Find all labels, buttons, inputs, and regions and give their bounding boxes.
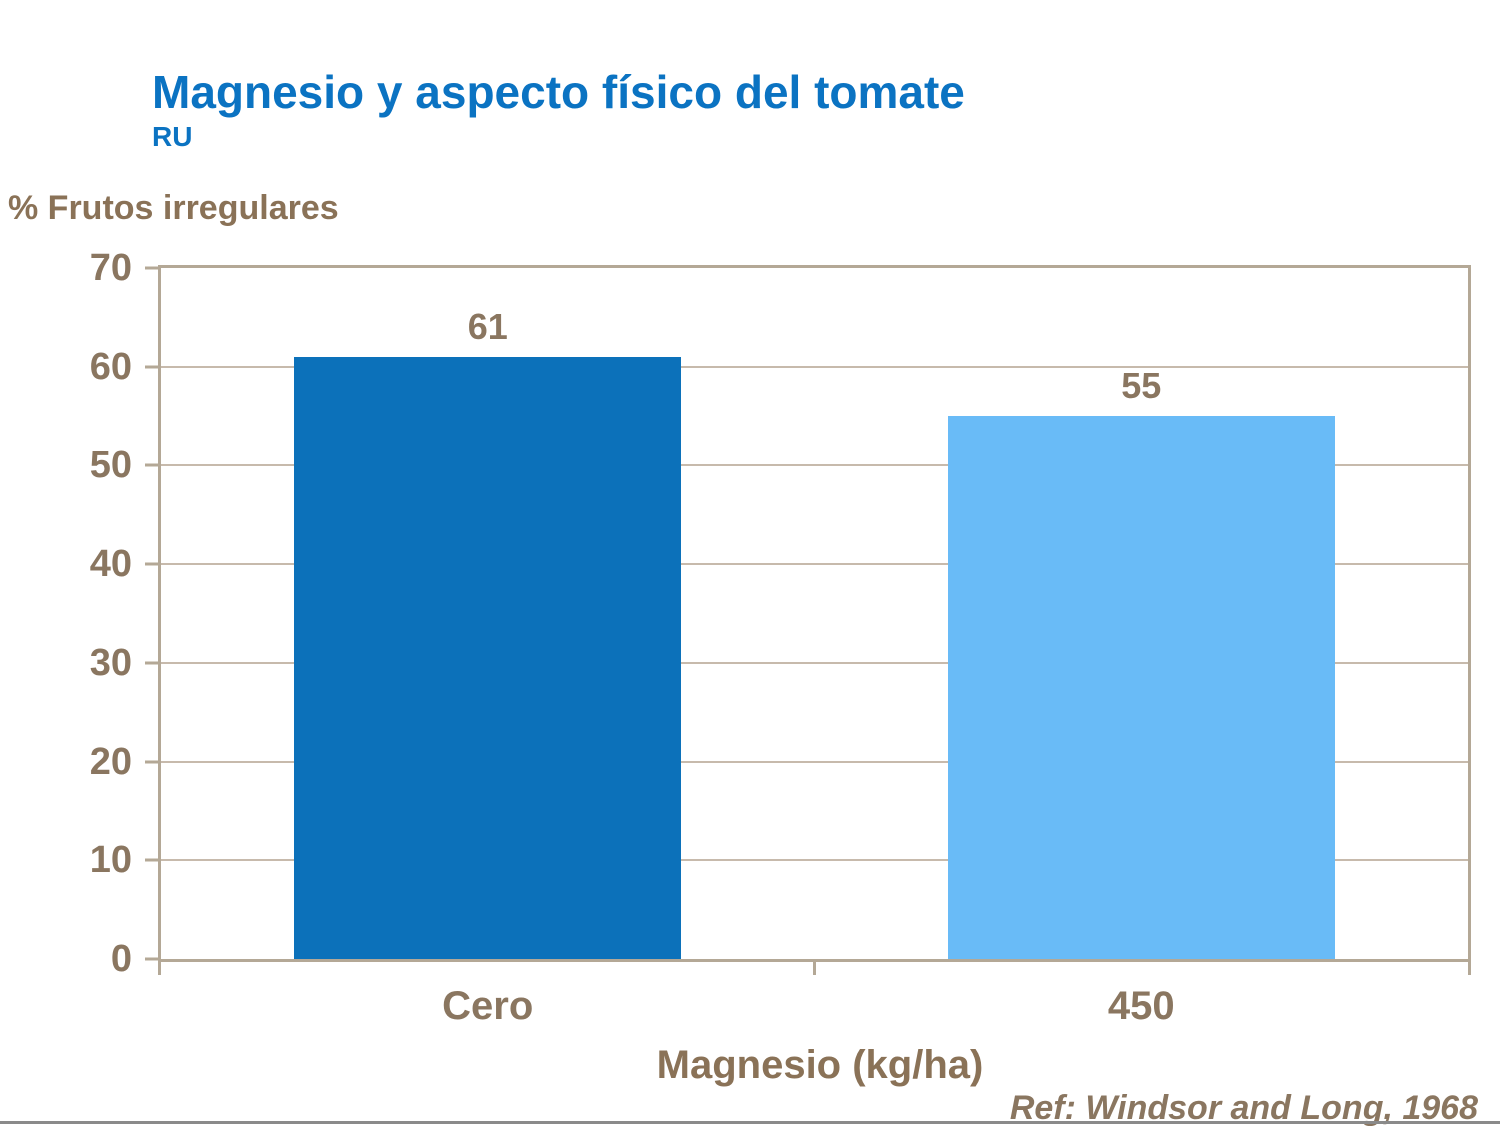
gridline-60 [161, 365, 1468, 368]
y-tick-label-30: 30 [89, 641, 132, 684]
bar-cero [294, 356, 682, 959]
y-tick-mark-40 [145, 562, 158, 566]
y-tick-mark-20 [145, 760, 158, 764]
y-axis-heading: % Frutos irregulares [8, 189, 339, 227]
y-tick-mark-30 [145, 661, 158, 665]
plot-area: 61 55 [158, 265, 1471, 962]
gridline-20 [161, 760, 1468, 763]
x-tick-mark-1 [813, 962, 816, 975]
y-tick-label-10: 10 [89, 839, 132, 882]
x-category-label-450: 450 [1107, 984, 1175, 1028]
y-tick-label-50: 50 [89, 444, 132, 487]
y-tick-label-20: 20 [89, 740, 132, 783]
y-tick-mark-60 [145, 365, 158, 369]
gridline-10 [161, 859, 1468, 862]
bar-chart: 61 55 0 10 20 30 40 50 60 70 Cero 450 [0, 247, 1500, 1028]
y-tick-mark-10 [145, 858, 158, 862]
bar-450 [947, 416, 1335, 959]
reference-note: Ref: Windsor and Long, 1968 [1009, 1089, 1478, 1126]
y-tick-mark-0 [145, 957, 158, 961]
bar-value-label-cero: 61 [467, 305, 508, 347]
x-axis-title: Magnesio (kg/ha) [656, 1043, 984, 1087]
y-tick-label-40: 40 [89, 543, 132, 586]
gridline-30 [161, 661, 1468, 664]
slide-subtitle: RU [152, 121, 193, 152]
y-tick-mark-70 [145, 266, 158, 270]
y-tick-mark-50 [145, 463, 158, 467]
y-tick-label-0: 0 [110, 938, 132, 980]
bar-value-label-450: 55 [1121, 365, 1162, 407]
x-category-label-cero: Cero [442, 984, 534, 1028]
y-tick-label-70: 70 [89, 247, 132, 289]
y-tick-label-60: 60 [89, 345, 132, 388]
x-tick-mark-0 [158, 962, 161, 975]
gridline-40 [161, 563, 1468, 566]
gridline-50 [161, 464, 1468, 467]
x-tick-mark-2 [1468, 962, 1471, 975]
slide-title: Magnesio y aspecto físico del tomate [152, 66, 965, 118]
bottom-rule [0, 1121, 1500, 1124]
